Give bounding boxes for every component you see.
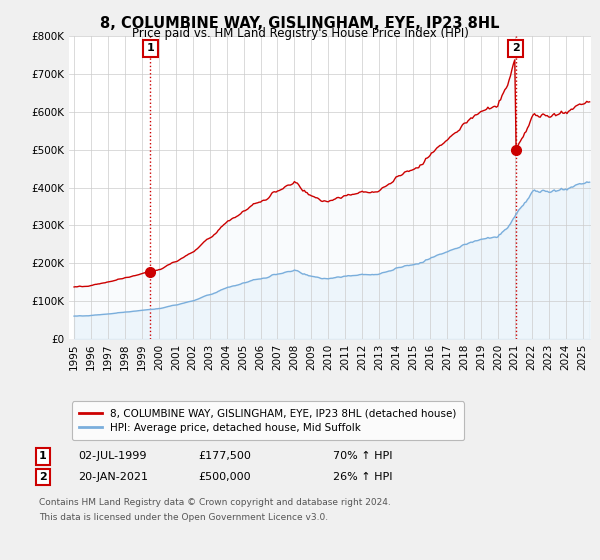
Text: 2: 2 bbox=[512, 44, 520, 54]
Text: 1: 1 bbox=[146, 44, 154, 54]
Text: 2: 2 bbox=[39, 472, 47, 482]
Text: This data is licensed under the Open Government Licence v3.0.: This data is licensed under the Open Gov… bbox=[39, 513, 328, 522]
Text: 70% ↑ HPI: 70% ↑ HPI bbox=[333, 451, 392, 461]
Text: 20-JAN-2021: 20-JAN-2021 bbox=[78, 472, 148, 482]
Text: Contains HM Land Registry data © Crown copyright and database right 2024.: Contains HM Land Registry data © Crown c… bbox=[39, 498, 391, 507]
Text: 8, COLUMBINE WAY, GISLINGHAM, EYE, IP23 8HL: 8, COLUMBINE WAY, GISLINGHAM, EYE, IP23 … bbox=[100, 16, 500, 31]
Text: 26% ↑ HPI: 26% ↑ HPI bbox=[333, 472, 392, 482]
Text: Price paid vs. HM Land Registry's House Price Index (HPI): Price paid vs. HM Land Registry's House … bbox=[131, 27, 469, 40]
Text: 1: 1 bbox=[39, 451, 47, 461]
Legend: 8, COLUMBINE WAY, GISLINGHAM, EYE, IP23 8HL (detached house), HPI: Average price: 8, COLUMBINE WAY, GISLINGHAM, EYE, IP23 … bbox=[71, 402, 464, 440]
Text: 02-JUL-1999: 02-JUL-1999 bbox=[78, 451, 146, 461]
Text: £500,000: £500,000 bbox=[198, 472, 251, 482]
Text: £177,500: £177,500 bbox=[198, 451, 251, 461]
